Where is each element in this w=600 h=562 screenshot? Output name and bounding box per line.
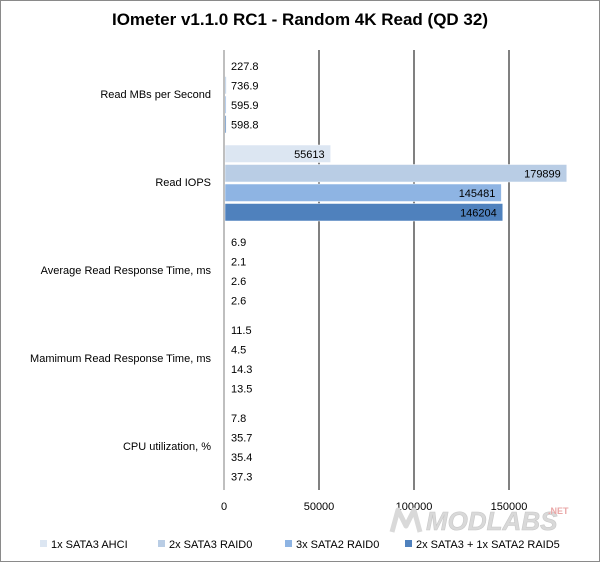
legend-label: 1x SATA3 AHCI — [51, 539, 128, 551]
data-label: 2.6 — [231, 276, 246, 288]
category-label: Average Read Response Time, ms — [41, 265, 212, 277]
legend-label: 2x SATA3 RAID0 — [169, 539, 253, 551]
x-tick-label: 0 — [221, 501, 227, 513]
data-label: 14.3 — [231, 364, 252, 376]
category-label: CPU utilization, % — [123, 441, 211, 453]
legend-item: 2x SATA3 RAID0 — [158, 539, 252, 551]
data-label: 7.8 — [231, 413, 246, 425]
x-tick-label: 100000 — [396, 501, 433, 513]
legend-swatch — [285, 540, 292, 547]
legend-label: 2x SATA3 + 1x SATA2 RAID5 — [416, 539, 560, 551]
data-label: 146204 — [460, 207, 497, 219]
data-label: 11.5 — [231, 325, 252, 337]
data-label: 13.5 — [231, 383, 252, 395]
legend-swatch — [405, 540, 412, 547]
data-label: 736.9 — [231, 80, 259, 92]
legend-swatch — [40, 540, 47, 547]
data-label: 35.4 — [231, 452, 252, 464]
category-label: Mamimum Read Response Time, ms — [30, 353, 211, 365]
data-label: 145481 — [459, 188, 496, 200]
legend-item: 1x SATA3 AHCI — [40, 539, 128, 551]
bar-3x-sata2-raid0 — [224, 183, 502, 202]
data-label: 37.3 — [231, 471, 252, 483]
watermark-logo-text: MODLABS — [426, 506, 558, 536]
data-label: 595.9 — [231, 100, 259, 112]
data-label: 4.5 — [231, 344, 246, 356]
bar-2x-sata3-1x-sata2-raid5 — [224, 115, 227, 134]
x-tick-label: 50000 — [304, 501, 335, 513]
watermark-logo-suffix: .NET — [548, 506, 569, 516]
x-tick-label: 150000 — [491, 501, 528, 513]
watermark-logo: MODLABS .NET — [389, 506, 569, 536]
data-label: 35.7 — [231, 432, 252, 444]
data-label: 179899 — [524, 168, 561, 180]
data-label: 227.8 — [231, 61, 259, 73]
legend-item: 2x SATA3 + 1x SATA2 RAID5 — [405, 539, 560, 551]
data-label: 6.9 — [231, 237, 246, 249]
data-label: 598.8 — [231, 119, 259, 131]
category-label: Read IOPS — [155, 177, 211, 189]
bar-2x-sata3-raid0 — [224, 76, 227, 95]
legend-label: 3x SATA2 RAID0 — [296, 539, 380, 551]
category-label: Read MBs per Second — [100, 89, 211, 101]
chart-legend: 1x SATA3 AHCI 2x SATA3 RAID0 3x SATA2 RAID… — [0, 539, 600, 557]
data-label: 55613 — [294, 149, 325, 161]
bar-1x-sata3-ahci — [224, 144, 331, 163]
bar-2x-sata3-raid0 — [224, 164, 568, 183]
bar-2x-sata3-1x-sata2-raid5 — [224, 203, 504, 222]
data-label: 2.1 — [231, 256, 246, 268]
watermark-logo-mark — [389, 507, 423, 533]
data-label: 2.6 — [231, 295, 246, 307]
chart-title: IOmeter v1.1.0 RC1 - Random 4K Read (QD … — [111, 10, 488, 29]
legend-item: 3x SATA2 RAID0 — [285, 539, 379, 551]
legend-swatch — [158, 540, 165, 547]
bar-3x-sata2-raid0 — [224, 95, 227, 114]
